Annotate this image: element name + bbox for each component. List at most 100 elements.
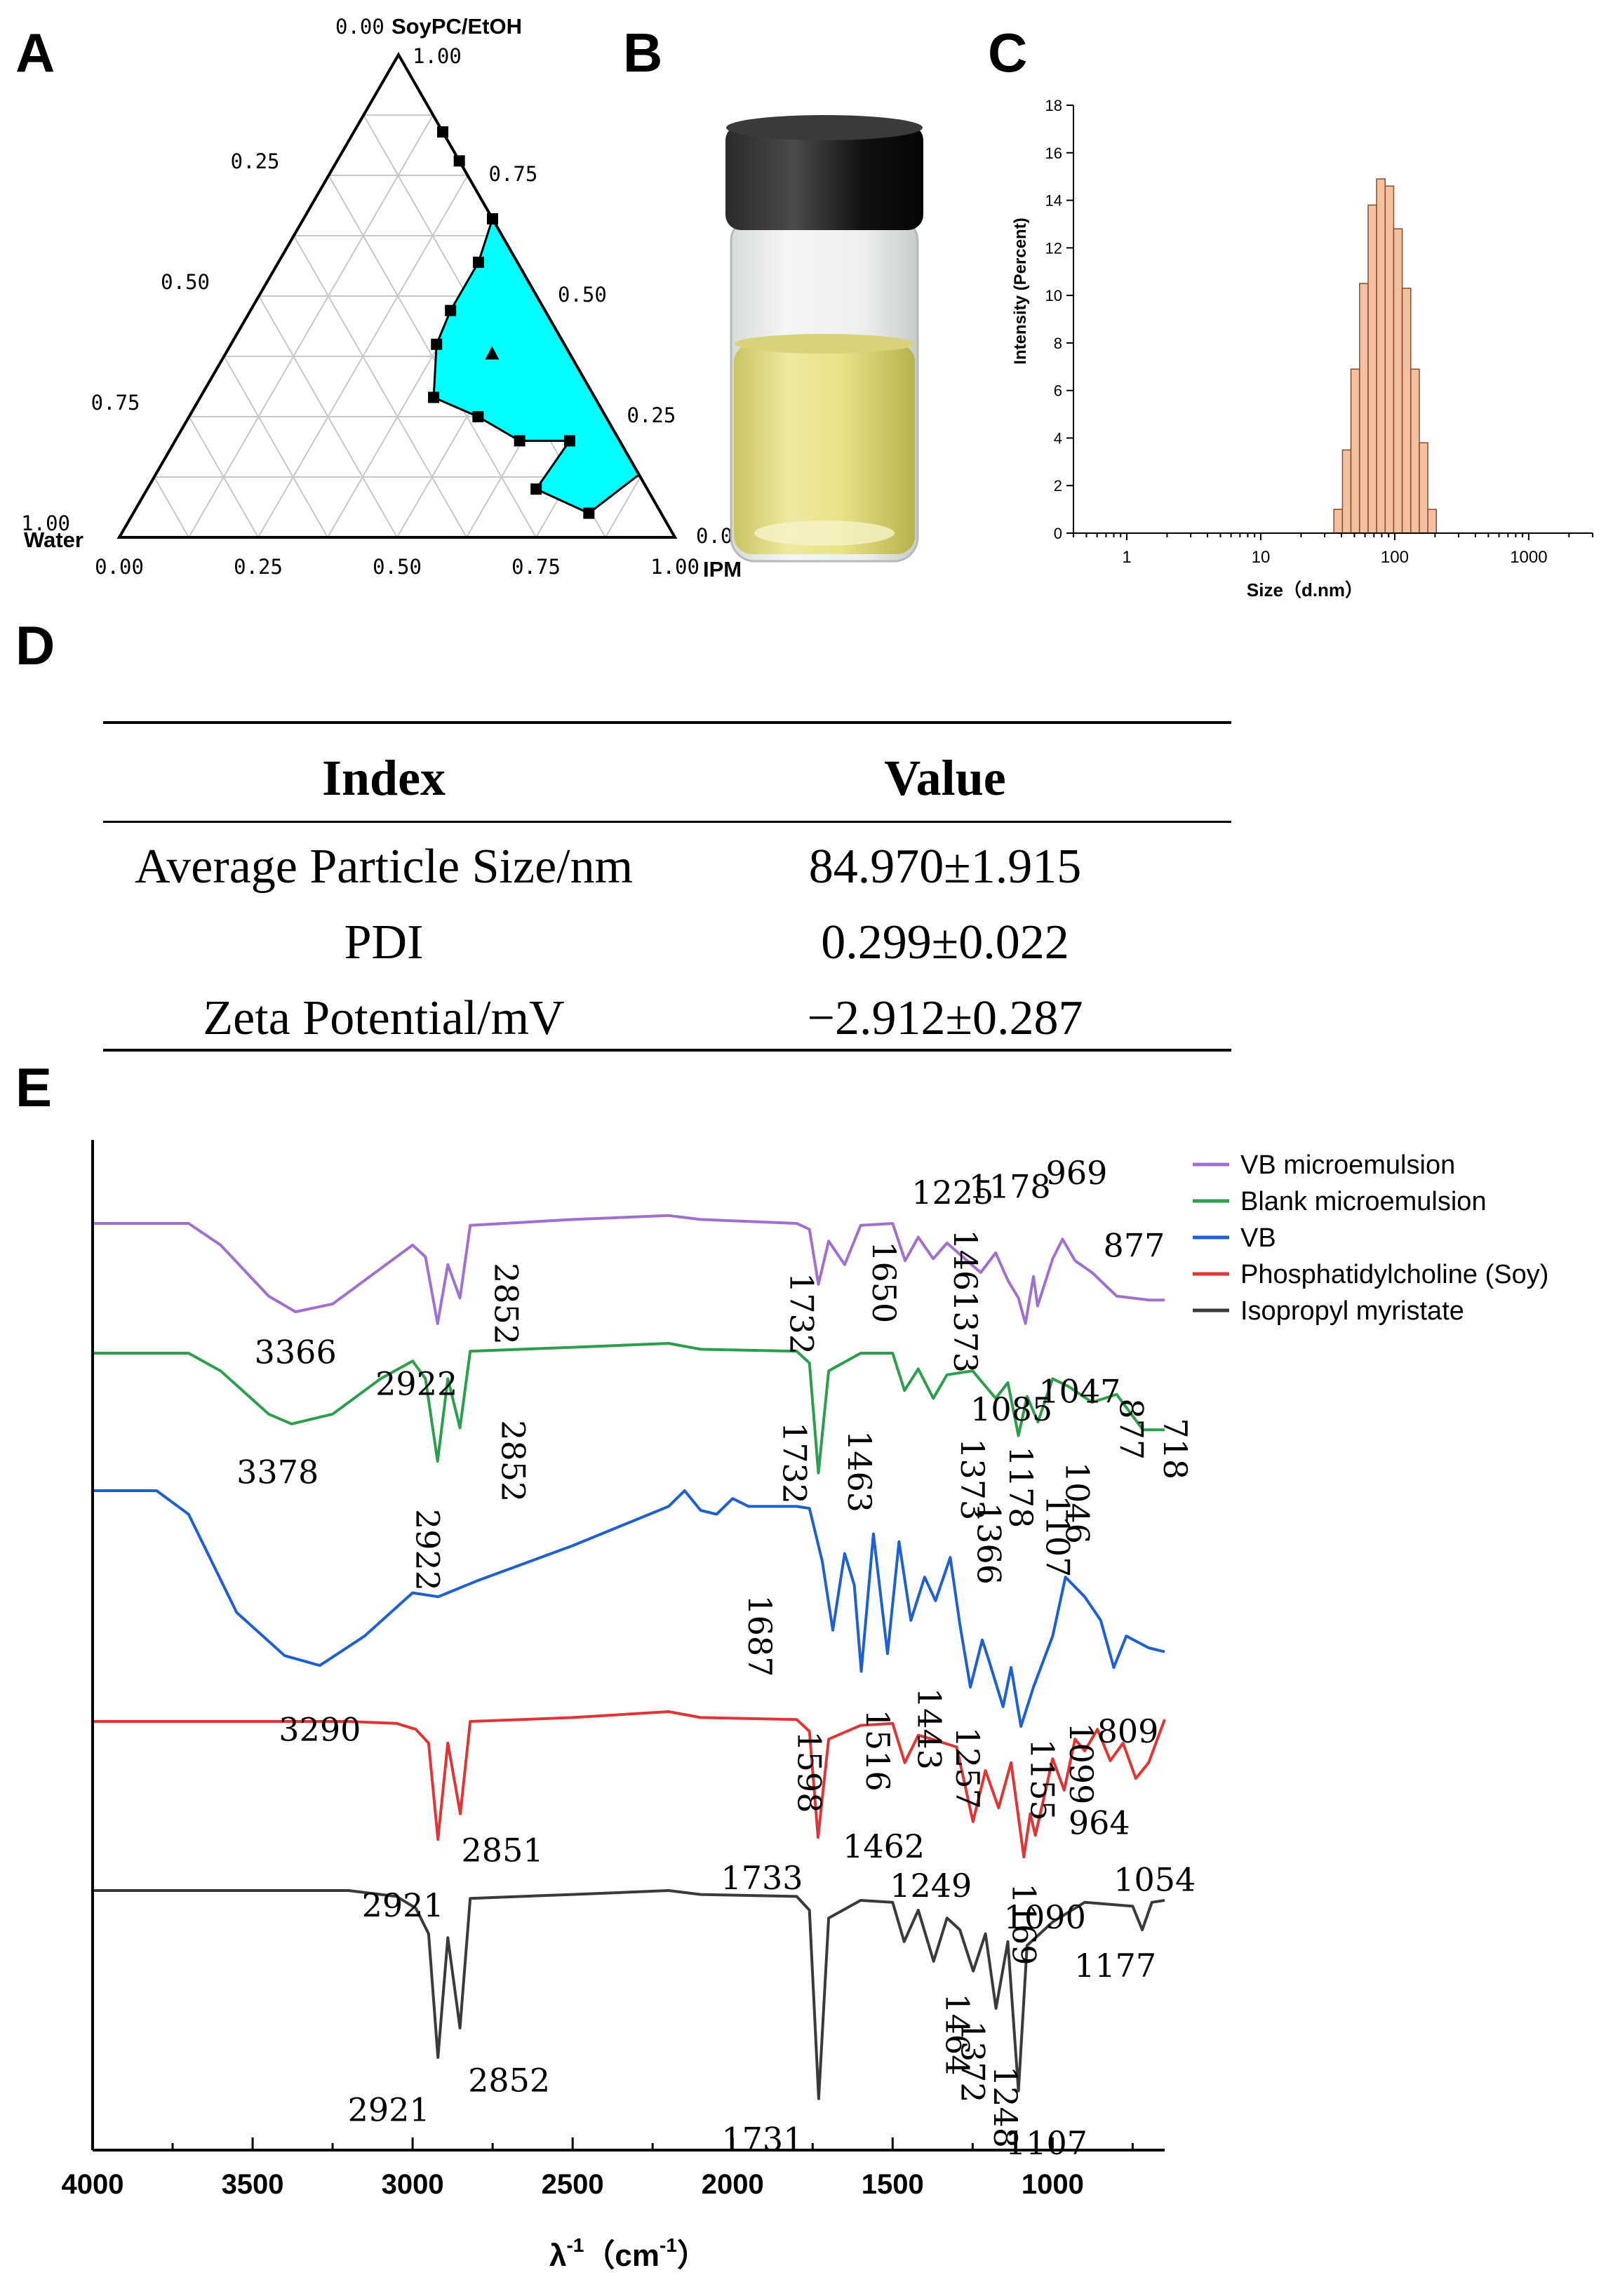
ternary-bottom-tick: 0.00 bbox=[95, 555, 144, 579]
ftir-peak-label: 1687 bbox=[741, 1595, 779, 1677]
vial-illustration bbox=[725, 115, 923, 563]
ftir-peak-label: 969 bbox=[1046, 1154, 1108, 1192]
ftir-peak-label: 2922 bbox=[409, 1509, 447, 1591]
table-row-1-index: Average Particle Size/nm bbox=[134, 840, 634, 894]
histogram-y-tick-label: 2 bbox=[1054, 477, 1062, 495]
ftir-legend-entry: Blank microemulsion bbox=[1240, 1187, 1487, 1216]
ftir-legend: VB microemulsion Blank microemulsion VB Pho… bbox=[1193, 1150, 1548, 1326]
ternary-square-point bbox=[445, 304, 457, 316]
ftir-x-label-unit: （cm bbox=[584, 2238, 660, 2273]
vial-bottom-reflection bbox=[754, 521, 895, 546]
ftir-peak-label: 1732 bbox=[775, 1422, 813, 1504]
table-bottom-rule bbox=[103, 1049, 1231, 1052]
ftir-x-label-symbol: λ bbox=[549, 2238, 566, 2273]
size-distribution-histogram: 0 2 4 6 8 10 12 14 16 18 1 10 100 1000 Size（d.nm） Int… bbox=[1011, 97, 1593, 600]
ternary-points bbox=[428, 126, 595, 519]
ftir-peak-label: 964 bbox=[1069, 1804, 1130, 1841]
panel-label-a: A bbox=[15, 22, 55, 83]
histogram-bar bbox=[1427, 509, 1438, 534]
ftir-peak-label: 1373 bbox=[953, 1438, 991, 1520]
ftir-peak-label: 1047 bbox=[1038, 1373, 1120, 1411]
table-row-2-index: PDI bbox=[344, 915, 424, 969]
ftir-legend-entry: Phosphatidylcholine (Soy) bbox=[1240, 1260, 1548, 1289]
ternary-right-tick: 0.50 bbox=[558, 283, 607, 307]
ternary-left-tick: 0.25 bbox=[231, 149, 280, 173]
ftir-x-tick-label: 2000 bbox=[702, 2169, 764, 2200]
ternary-apex-right-label: IPM bbox=[703, 557, 742, 582]
ternary-left-tick: 1.00 bbox=[21, 511, 70, 535]
ternary-bottom-tick: 0.75 bbox=[511, 555, 561, 579]
ternary-left-tick: 0.75 bbox=[91, 391, 140, 415]
histogram-y-tick-label: 6 bbox=[1054, 382, 1062, 400]
ternary-right-tick: 0.25 bbox=[627, 403, 676, 427]
ftir-legend-entry: VB bbox=[1240, 1223, 1276, 1253]
ternary-square-point bbox=[472, 256, 484, 268]
histogram-axes: 0 2 4 6 8 10 12 14 16 18 1 10 100 1000 bbox=[1045, 97, 1593, 567]
ternary-phase-diagram: 0.25 0.50 0.75 1.00 0.75 0.50 0.25 0.00 0.00 0.25… bbox=[21, 14, 745, 582]
ternary-grid-line bbox=[258, 295, 398, 538]
ftir-peak-label: 1178 bbox=[969, 1168, 1051, 1206]
histogram-bar bbox=[1384, 185, 1395, 534]
ftir-x-label-close: ） bbox=[677, 2238, 708, 2273]
table-header-value: Value bbox=[884, 750, 1006, 806]
ftir-x-label-unit-sup: -1 bbox=[660, 2234, 677, 2256]
histogram-x-tick-label: 1 bbox=[1122, 548, 1131, 567]
ftir-series-line bbox=[93, 1889, 1165, 2100]
ftir-x-label-sup: -1 bbox=[567, 2234, 584, 2256]
ternary-grid-line bbox=[223, 356, 328, 538]
ftir-peak-label: 1107 bbox=[1005, 2124, 1087, 2162]
ftir-peak-label: 2921 bbox=[348, 2090, 430, 2128]
ftir-peak-label: 2852 bbox=[495, 1420, 533, 1502]
ftir-peak-label: 1155 bbox=[1024, 1739, 1062, 1821]
ftir-series-line bbox=[93, 1342, 1165, 1475]
ftir-peak-label: 1464 bbox=[939, 1993, 977, 2075]
ftir-peak-label: 1178 bbox=[1002, 1446, 1040, 1528]
ternary-grid-line bbox=[153, 476, 189, 538]
histogram-y-tick-label: 4 bbox=[1054, 429, 1062, 447]
histogram-x-tick-label: 10 bbox=[1252, 548, 1271, 567]
histogram-x-tick-label: 1000 bbox=[1510, 548, 1547, 567]
ftir-peak-label: 718 bbox=[1156, 1418, 1194, 1479]
ternary-apex-top-right-value: 1.00 bbox=[413, 44, 462, 68]
ternary-right-tick: 0.75 bbox=[489, 162, 538, 186]
vial-cap bbox=[725, 125, 923, 230]
ftir-x-tick-label: 4000 bbox=[62, 2169, 124, 2200]
ternary-grid-line bbox=[188, 416, 259, 538]
histogram-bar bbox=[1393, 228, 1403, 534]
ftir-peak-label: 1443 bbox=[910, 1688, 948, 1770]
ftir-peak-label: 877 bbox=[1104, 1227, 1165, 1265]
panel-label-b: B bbox=[623, 22, 663, 83]
ternary-square-point bbox=[453, 155, 465, 167]
table-header-rule bbox=[103, 821, 1231, 823]
ftir-peak-label: 3378 bbox=[236, 1454, 319, 1491]
histogram-x-tick-label: 100 bbox=[1381, 548, 1409, 567]
ftir-peak-label: 1463 bbox=[841, 1430, 878, 1512]
ftir-axes: 4000 3500 3000 2500 2000 1500 1000 bbox=[62, 1140, 1165, 2200]
ftir-peak-label: 2921 bbox=[362, 1886, 444, 1924]
ftir-peak-label: 2922 bbox=[375, 1364, 457, 1402]
ftir-x-tick-label: 3500 bbox=[222, 2169, 284, 2200]
ftir-peak-label: 1462 bbox=[843, 1827, 925, 1865]
ftir-peak-label: 2852 bbox=[468, 2061, 550, 2099]
properties-table: Index Value Average Particle Size/nm 84.… bbox=[103, 721, 1231, 1052]
ftir-peak-label: 1169 bbox=[1005, 1883, 1043, 1965]
histogram-y-tick-label: 10 bbox=[1045, 287, 1062, 304]
ternary-grid-line bbox=[188, 114, 434, 538]
histogram-bars bbox=[1333, 178, 1438, 534]
histogram-y-tick-label: 18 bbox=[1045, 97, 1062, 114]
table-row-1-value: 84.970±1.915 bbox=[808, 840, 1082, 894]
ftir-peak-label: 1177 bbox=[1074, 1947, 1156, 1985]
ftir-peak-label: 1650 bbox=[865, 1241, 903, 1323]
ternary-left-tick: 0.50 bbox=[161, 270, 210, 294]
ternary-square-point bbox=[563, 435, 575, 447]
ternary-apex-top-label: SoyPC/EtOH bbox=[391, 14, 522, 39]
ftir-peak-label: 1257 bbox=[949, 1727, 986, 1809]
ftir-peak-label: 1054 bbox=[1113, 1861, 1196, 1899]
ftir-peak-label: 809 bbox=[1097, 1712, 1159, 1750]
table-row-2-value: 0.299±0.022 bbox=[821, 915, 1069, 969]
ternary-grid-line bbox=[293, 235, 467, 538]
histogram-y-tick-label: 8 bbox=[1054, 335, 1062, 352]
histogram-y-label: Intensity (Percent) bbox=[1011, 217, 1030, 364]
histogram-bar bbox=[1401, 288, 1412, 534]
